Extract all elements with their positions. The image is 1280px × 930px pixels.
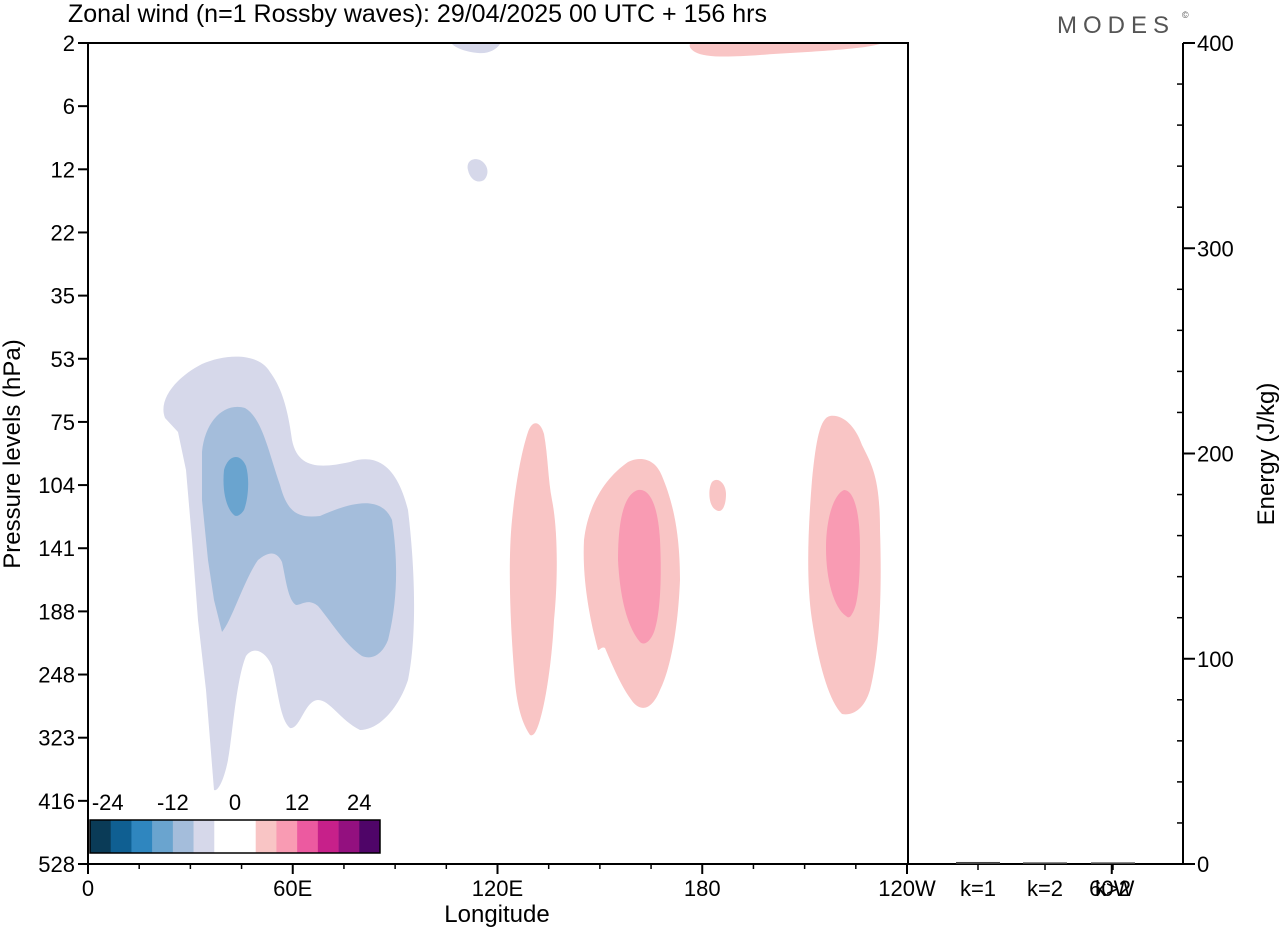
x-axis-label: Longitude (444, 901, 549, 928)
energy-tick-label: 0 (1197, 852, 1209, 877)
energy-bar (1023, 862, 1067, 864)
energy-x-label: k=1 (960, 876, 996, 901)
y-tick-label: 104 (38, 473, 75, 498)
neg-contour-top (452, 44, 500, 54)
energy-bars (956, 861, 1135, 864)
energy-tick-label: 200 (1197, 442, 1234, 467)
contour-panel: -24 -12 0 12 24 0 60E 120E 180 120W 60W 2 6 12 22 35 5… (0, 31, 1135, 928)
y-tick-label: 22 (51, 220, 75, 245)
pos-contour-top (689, 44, 880, 57)
y-tick-label: 528 (38, 852, 75, 877)
colorbar-segment (193, 820, 215, 853)
x-tick-label: 60W (1089, 876, 1134, 901)
x-tick-label: 0 (82, 876, 94, 901)
neg-contour-small (467, 159, 488, 182)
colorbar-labels: -24 -12 0 12 24 (92, 790, 372, 815)
energy-x-label: k>2 (1095, 876, 1131, 901)
energy-x-label: k=2 (1027, 876, 1063, 901)
colorbar-label: 0 (229, 790, 241, 815)
x-axis: 0 60E 120E 180 120W 60W (82, 864, 1135, 901)
y-axis-label: Pressure levels (hPa) (0, 339, 26, 568)
x-tick-label: 120W (878, 876, 936, 901)
y-tick-label: 12 (51, 157, 75, 182)
energy-bar (1091, 862, 1135, 864)
colorbar-segment (359, 820, 381, 853)
x-tick-label: 180 (684, 876, 721, 901)
y-tick-label: 141 (38, 536, 75, 561)
colorbar-frame (89, 819, 381, 854)
colorbar-label: 12 (285, 790, 309, 815)
colorbar-segment (152, 820, 174, 853)
colorbar-segment (338, 820, 360, 853)
pos-contour-small (709, 479, 726, 512)
y-tick-label: 248 (38, 663, 75, 688)
colorbar-segment (255, 820, 277, 853)
energy-axis-label: Energy (J/kg) (1253, 383, 1280, 526)
colorbar-label: 24 (347, 790, 371, 815)
energy-bar (956, 861, 1000, 864)
pos-contour-8-120w (618, 489, 661, 644)
logo-mark: © (1182, 10, 1189, 20)
colorbar-segment (214, 820, 236, 853)
y-tick-label: 35 (51, 284, 75, 309)
modes-logo: MODES (1057, 12, 1175, 39)
colorbar-segment (131, 820, 153, 853)
energy-tick-label: 300 (1197, 236, 1234, 261)
x-tick-label: 120E (472, 876, 523, 901)
y-tick-label: 53 (51, 347, 75, 372)
chart-title: Zonal wind (n=1 Rossby waves): 29/04/202… (68, 0, 767, 28)
y-tick-label: 416 (38, 789, 75, 814)
neg-contour-12 (223, 456, 249, 516)
colorbar-segment (276, 820, 298, 853)
colorbar-segment (90, 820, 112, 853)
y-tick-label: 2 (63, 31, 75, 56)
energy-panel: 0 100 200 300 400 k=1 k=2 k>2 Energy (J/kg) (907, 31, 1280, 901)
y-tick-label: 6 (63, 94, 75, 119)
colorbar-label: -24 (92, 790, 124, 815)
energy-x-axis: k=1 k=2 k>2 (960, 864, 1131, 901)
colorbar-label: -12 (157, 790, 189, 815)
colorbar-segment (317, 820, 339, 853)
y-axis: 2 6 12 22 35 53 75 104 141 188 248 323 416 528 (38, 31, 88, 877)
colorbar (89, 819, 381, 854)
energy-y-axis: 0 100 200 300 400 (1177, 31, 1234, 877)
y-tick-label: 188 (38, 599, 75, 624)
colorbar-segment (110, 820, 132, 853)
pos-contour-180 (509, 423, 557, 736)
pos-contour-8-60w-east (826, 490, 860, 618)
y-tick-label: 75 (51, 410, 75, 435)
energy-tick-label: 100 (1197, 647, 1234, 672)
energy-tick-label: 400 (1197, 31, 1234, 56)
colorbar-segment (235, 820, 257, 853)
y-tick-label: 323 (38, 726, 75, 751)
neg-contour-8 (202, 406, 397, 658)
colorbar-segment (172, 820, 194, 853)
x-tick-label: 60E (273, 876, 312, 901)
colorbar-segment (297, 820, 319, 853)
